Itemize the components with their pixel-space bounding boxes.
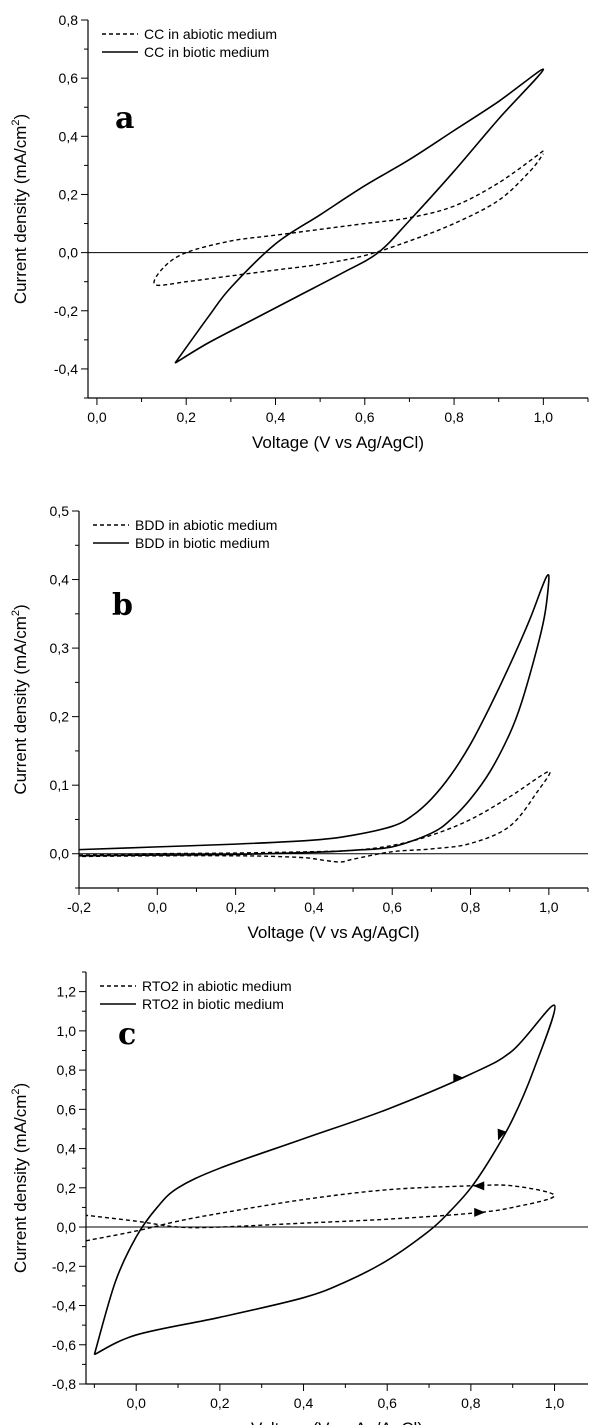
y-tick-label: 0,5 bbox=[50, 503, 70, 519]
cv-plot-a: 0,0 0,2 0,4 0,6 0,8 1,0 -0,4 -0,2 0,0 0,2 0,4 0,6 0,… bbox=[10, 12, 589, 452]
y-tick-label: -0,2 bbox=[52, 1258, 76, 1274]
x-axis-title: Voltage (V vs Ag/AgCl) bbox=[251, 1419, 423, 1425]
y-axis-title: Current density (mA/cm2) bbox=[10, 114, 30, 304]
cv-plot-c: 0,0 0,2 0,4 0,6 0,8 1,0 -0,8 -0,6 -0,4 -0,2 0,0 0,2… bbox=[10, 971, 588, 1425]
y-tick-label: -0,6 bbox=[52, 1337, 76, 1353]
legend-label: CC in biotic medium bbox=[144, 44, 269, 60]
y-tick-label: 0,6 bbox=[59, 70, 79, 86]
y-tick-label: 0,4 bbox=[50, 572, 70, 588]
direction-arrow bbox=[473, 1181, 485, 1191]
legend-label: RTO2 in abiotic medium bbox=[142, 978, 292, 994]
y-axis-title: Current density (mA/cm2) bbox=[10, 1083, 30, 1273]
x-tick-label: 0,8 bbox=[444, 409, 464, 425]
biotic-series-line bbox=[78, 573, 550, 857]
panel-letter: c bbox=[118, 1017, 136, 1052]
panel-letter: a bbox=[115, 101, 134, 136]
x-tick-label: 0,2 bbox=[226, 899, 246, 915]
x-tick-label: 1,0 bbox=[534, 409, 554, 425]
y-tick-label: 1,2 bbox=[57, 984, 77, 1000]
legend-label: RTO2 in biotic medium bbox=[142, 996, 284, 1012]
y-tick-label: 0,1 bbox=[50, 777, 70, 793]
x-tick-label: 0,0 bbox=[126, 1395, 146, 1411]
abiotic-series-line bbox=[85, 1184, 556, 1242]
biotic-series-line bbox=[174, 68, 545, 364]
x-tick-label: 1,0 bbox=[539, 899, 559, 915]
y-tick-label: 0,2 bbox=[57, 1180, 77, 1196]
x-tick-label: 1,0 bbox=[545, 1395, 565, 1411]
y-tick-label: 0,0 bbox=[57, 1219, 77, 1235]
biotic-series-line bbox=[93, 1004, 556, 1356]
legend-label: BDD in abiotic medium bbox=[135, 517, 277, 533]
x-tick-label: -0,2 bbox=[67, 899, 91, 915]
y-tick-label: -0,4 bbox=[54, 361, 78, 377]
x-tick-label: 0,6 bbox=[377, 1395, 397, 1411]
y-tick-label: 0,3 bbox=[50, 640, 70, 656]
y-tick-label: 0,4 bbox=[59, 128, 79, 144]
chart-panel-b: -0,2 0,0 0,2 0,4 0,6 0,8 1,0 0,0 0,1 0,2 0,3 0,4 0,5… bbox=[0, 475, 599, 950]
x-axis-title: Voltage (V vs Ag/AgCl) bbox=[252, 433, 424, 452]
abiotic-series-line bbox=[78, 770, 551, 863]
direction-arrow bbox=[497, 1128, 507, 1141]
x-tick-label: 0,4 bbox=[266, 409, 286, 425]
cv-plot-b: -0,2 0,0 0,2 0,4 0,6 0,8 1,0 0,0 0,1 0,2 0,3 0,4 0,5… bbox=[10, 503, 589, 942]
x-tick-label: 0,4 bbox=[304, 899, 324, 915]
y-tick-label: 0,6 bbox=[57, 1101, 77, 1117]
x-tick-label: 0,4 bbox=[294, 1395, 314, 1411]
y-tick-label: 1,0 bbox=[57, 1023, 77, 1039]
y-tick-label: 0,2 bbox=[59, 186, 79, 202]
x-tick-label: 0,6 bbox=[382, 899, 402, 915]
y-tick-label: 0,4 bbox=[57, 1141, 77, 1157]
y-axis-title: Current density (mA/cm2) bbox=[10, 604, 30, 794]
y-tick-label: -0,8 bbox=[52, 1376, 76, 1392]
x-tick-label: 0,8 bbox=[461, 1395, 481, 1411]
panel-letter: b bbox=[112, 588, 133, 623]
x-tick-label: 0,6 bbox=[355, 409, 375, 425]
y-tick-label: 0,0 bbox=[59, 245, 79, 261]
abiotic-series-line bbox=[153, 150, 544, 287]
y-tick-label: 0,0 bbox=[50, 846, 70, 862]
y-tick-label: -0,2 bbox=[54, 303, 78, 319]
x-tick-label: 0,0 bbox=[87, 409, 107, 425]
x-tick-label: 0,2 bbox=[176, 409, 196, 425]
chart-panel-c: 0,0 0,2 0,4 0,6 0,8 1,0 -0,8 -0,6 -0,4 -0,2 0,0 0,2… bbox=[0, 950, 599, 1425]
x-axis-title: Voltage (V vs Ag/AgCl) bbox=[248, 923, 420, 942]
direction-arrow bbox=[474, 1207, 486, 1217]
y-tick-label: 0,8 bbox=[59, 12, 79, 28]
y-tick-label: 0,8 bbox=[57, 1062, 77, 1078]
y-tick-label: 0,2 bbox=[50, 709, 70, 725]
direction-arrow bbox=[453, 1073, 465, 1083]
x-tick-label: 0,0 bbox=[148, 899, 168, 915]
x-tick-label: 0,8 bbox=[461, 899, 481, 915]
y-tick-label: -0,4 bbox=[52, 1298, 76, 1314]
legend-label: BDD in biotic medium bbox=[135, 535, 270, 551]
legend-label: CC in abiotic medium bbox=[144, 26, 277, 42]
chart-panel-a: 0,0 0,2 0,4 0,6 0,8 1,0 -0,4 -0,2 0,0 0,2 0,4 0,6 0,… bbox=[0, 0, 599, 475]
x-tick-label: 0,2 bbox=[210, 1395, 230, 1411]
